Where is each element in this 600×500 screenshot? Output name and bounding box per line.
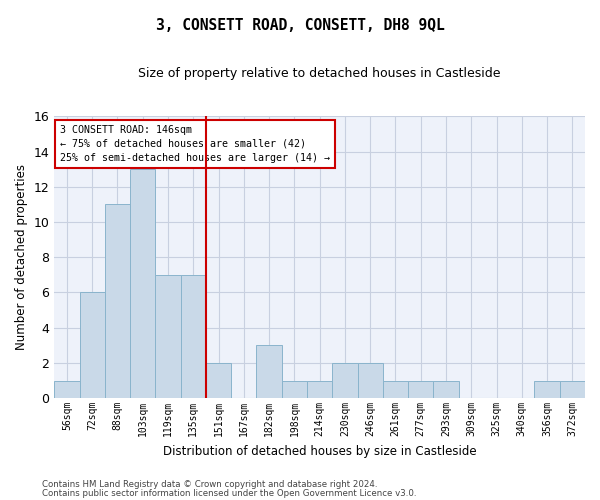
Text: Contains public sector information licensed under the Open Government Licence v3: Contains public sector information licen…	[42, 488, 416, 498]
Bar	[383, 380, 408, 398]
Text: Contains HM Land Registry data © Crown copyright and database right 2024.: Contains HM Land Registry data © Crown c…	[42, 480, 377, 489]
Bar	[560, 380, 585, 398]
Bar	[206, 363, 231, 398]
Bar	[282, 380, 307, 398]
Y-axis label: Number of detached properties: Number of detached properties	[15, 164, 28, 350]
Bar	[535, 380, 560, 398]
Bar	[105, 204, 130, 398]
Bar	[256, 346, 282, 398]
Bar	[358, 363, 383, 398]
Bar	[332, 363, 358, 398]
Bar	[80, 292, 105, 398]
Text: 3, CONSETT ROAD, CONSETT, DH8 9QL: 3, CONSETT ROAD, CONSETT, DH8 9QL	[155, 18, 445, 32]
Bar	[181, 275, 206, 398]
X-axis label: Distribution of detached houses by size in Castleside: Distribution of detached houses by size …	[163, 444, 476, 458]
Title: Size of property relative to detached houses in Castleside: Size of property relative to detached ho…	[139, 68, 501, 80]
Bar	[155, 275, 181, 398]
Bar	[130, 169, 155, 398]
Bar	[408, 380, 433, 398]
Bar	[54, 380, 80, 398]
Text: 3 CONSETT ROAD: 146sqm
← 75% of detached houses are smaller (42)
25% of semi-det: 3 CONSETT ROAD: 146sqm ← 75% of detached…	[59, 125, 329, 163]
Bar	[307, 380, 332, 398]
Bar	[433, 380, 458, 398]
